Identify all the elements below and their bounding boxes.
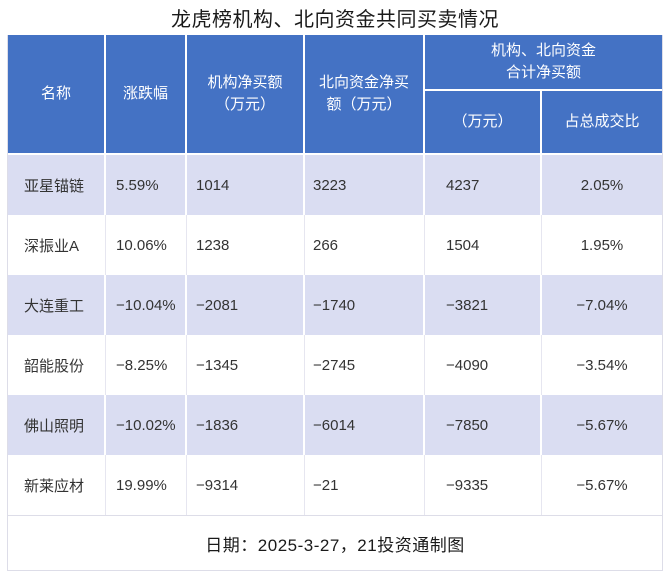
change-percent: 10.06% xyxy=(106,215,187,275)
stock-name: 深振业A xyxy=(8,215,106,275)
inst-net-buy: −1345 xyxy=(187,335,305,395)
turnover-percent: −3.54% xyxy=(542,335,662,395)
inst-net-buy: 1238 xyxy=(187,215,305,275)
north-net-buy: −21 xyxy=(305,455,425,515)
change-percent: 19.99% xyxy=(106,455,187,515)
inst-net-buy: 1014 xyxy=(187,155,305,215)
column-header-combined-amount: （万元） xyxy=(425,91,542,153)
turnover-percent: −5.67% xyxy=(542,395,662,455)
table-row: 韶能股份 −8.25% −1345 −2745 −4090 −3.54% xyxy=(8,335,662,395)
change-percent: −10.04% xyxy=(106,275,187,335)
combined-net-buy: −9335 xyxy=(425,455,542,515)
source-note: 日期：2025-3-27，21投资通制图 xyxy=(205,535,465,555)
table-row: 亚星锚链 5.59% 1014 3223 4237 2.05% xyxy=(8,155,662,215)
inst-net-buy: −9314 xyxy=(187,455,305,515)
stock-name: 亚星锚链 xyxy=(8,155,106,215)
column-header-north: 北向资金净买 额（万元） xyxy=(305,35,425,153)
stock-name: 大连重工 xyxy=(8,275,106,335)
stock-name: 新莱应材 xyxy=(8,455,106,515)
north-net-buy: −1740 xyxy=(305,275,425,335)
north-net-buy: 266 xyxy=(305,215,425,275)
turnover-percent: −5.67% xyxy=(542,455,662,515)
stock-name: 佛山照明 xyxy=(8,395,106,455)
north-net-buy: 3223 xyxy=(305,155,425,215)
north-net-buy: −2745 xyxy=(305,335,425,395)
combined-net-buy: −4090 xyxy=(425,335,542,395)
table-footer: 日期：2025-3-27，21投资通制图 xyxy=(8,515,662,570)
inst-net-buy: −2081 xyxy=(187,275,305,335)
combined-net-buy: 4237 xyxy=(425,155,542,215)
column-header-inst: 机构净买额 （万元） xyxy=(187,35,305,153)
table-row: 佛山照明 −10.02% −1836 −6014 −7850 −5.67% xyxy=(8,395,662,455)
combined-net-buy: −3821 xyxy=(425,275,542,335)
north-net-buy: −6014 xyxy=(305,395,425,455)
turnover-percent: 2.05% xyxy=(542,155,662,215)
table-header: 名称 涨跌幅 机构净买额 （万元） 北向资金净买 额（万元） 机构、北向资金 合… xyxy=(8,35,662,155)
stock-name: 韶能股份 xyxy=(8,335,106,395)
column-header-name: 名称 xyxy=(8,35,106,153)
change-percent: −8.25% xyxy=(106,335,187,395)
page-title: 龙虎榜机构、北向资金共同买卖情况 xyxy=(171,9,499,31)
column-header-combined-pct: 占总成交比 xyxy=(564,113,640,131)
turnover-percent: 1.95% xyxy=(542,215,662,275)
table-row: 大连重工 −10.04% −2081 −1740 −3821 −7.04% xyxy=(8,275,662,335)
table-row: 深振业A 10.06% 1238 266 1504 1.95% xyxy=(8,215,662,275)
column-header-change: 涨跌幅 xyxy=(106,35,187,153)
turnover-percent: −7.04% xyxy=(542,275,662,335)
inst-net-buy: −1836 xyxy=(187,395,305,455)
change-percent: −10.02% xyxy=(106,395,187,455)
change-percent: 5.59% xyxy=(106,155,187,215)
combined-net-buy: 1504 xyxy=(425,215,542,275)
column-header-combined-group: 机构、北向资金 合计净买额 xyxy=(425,35,662,91)
data-table: 名称 涨跌幅 机构净买额 （万元） 北向资金净买 额（万元） 机构、北向资金 合… xyxy=(7,35,663,571)
table-row: 新莱应材 19.99% −9314 −21 −9335 −5.67% xyxy=(8,455,662,515)
combined-net-buy: −7850 xyxy=(425,395,542,455)
